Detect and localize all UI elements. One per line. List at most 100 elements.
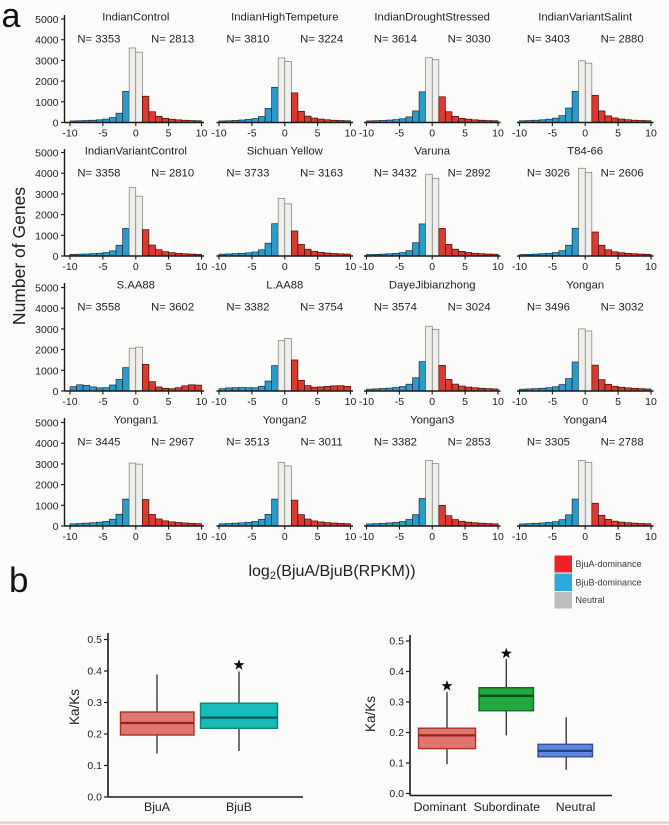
svg-text:-5: -5: [98, 396, 107, 408]
svg-text:IndianVariantControl: IndianVariantControl: [85, 146, 187, 158]
svg-text:3000: 3000: [35, 459, 59, 471]
svg-text:10: 10: [645, 396, 657, 408]
svg-text:10: 10: [492, 396, 504, 408]
svg-text:0: 0: [582, 128, 588, 140]
svg-text:N= 2813: N= 2813: [151, 34, 194, 46]
svg-text:N= 3011: N= 3011: [301, 437, 343, 449]
svg-text:0: 0: [429, 396, 435, 408]
svg-text:0: 0: [53, 118, 59, 130]
svg-text:10: 10: [345, 261, 357, 273]
svg-text:Varuna: Varuna: [414, 146, 450, 158]
svg-text:N= 2606: N= 2606: [601, 168, 644, 180]
svg-text:N= 2880: N= 2880: [601, 34, 644, 46]
svg-text:N= 3382: N= 3382: [374, 437, 417, 449]
svg-text:10: 10: [196, 128, 208, 140]
svg-text:1000: 1000: [35, 230, 59, 242]
svg-text:5000: 5000: [35, 148, 59, 160]
svg-text:Sichuan Yellow: Sichuan Yellow: [247, 146, 324, 158]
svg-text:0: 0: [282, 531, 288, 543]
svg-text:2000: 2000: [35, 345, 59, 357]
svg-text:N= 2853: N= 2853: [448, 437, 491, 449]
svg-text:Neutral: Neutral: [556, 800, 596, 814]
svg-text:Subordinate: Subordinate: [474, 800, 540, 814]
svg-text:3000: 3000: [35, 55, 59, 67]
svg-text:-10: -10: [211, 396, 226, 408]
svg-text:3000: 3000: [35, 324, 59, 336]
svg-text:5: 5: [462, 261, 468, 273]
svg-text:-5: -5: [247, 531, 256, 543]
svg-text:5: 5: [462, 128, 468, 140]
svg-text:5000: 5000: [35, 418, 59, 430]
svg-text:0: 0: [133, 531, 139, 543]
svg-text:BjuB: BjuB: [226, 800, 252, 814]
svg-text:4000: 4000: [35, 168, 59, 180]
svg-text:IndianDroughtStressed: IndianDroughtStressed: [374, 12, 490, 24]
svg-text:N= 3026: N= 3026: [527, 168, 570, 180]
svg-text:5: 5: [615, 261, 621, 273]
svg-text:0.5: 0.5: [389, 636, 404, 648]
svg-text:0: 0: [282, 261, 288, 273]
svg-text:N= 3163: N= 3163: [300, 168, 343, 180]
svg-text:5: 5: [315, 128, 321, 140]
svg-text:10: 10: [645, 531, 657, 543]
svg-text:0.2: 0.2: [87, 729, 102, 741]
svg-text:-10: -10: [62, 261, 77, 273]
svg-text:10: 10: [196, 531, 208, 543]
svg-text:5: 5: [166, 261, 172, 273]
svg-text:5: 5: [166, 396, 172, 408]
svg-text:-10: -10: [512, 531, 527, 543]
svg-text:0.3: 0.3: [87, 697, 102, 709]
svg-text:-10: -10: [62, 128, 77, 140]
svg-text:10: 10: [645, 128, 657, 140]
svg-text:5000: 5000: [35, 283, 59, 295]
svg-text:5: 5: [462, 531, 468, 543]
svg-text:-10: -10: [62, 531, 77, 543]
svg-text:10: 10: [345, 128, 357, 140]
svg-text:5: 5: [462, 396, 468, 408]
svg-text:0.3: 0.3: [389, 697, 404, 709]
svg-text:0: 0: [53, 386, 59, 398]
svg-text:-10: -10: [62, 396, 77, 408]
svg-text:Yongan2: Yongan2: [263, 415, 307, 427]
svg-text:0.1: 0.1: [87, 760, 102, 772]
svg-text:5: 5: [315, 531, 321, 543]
svg-text:N= 3403: N= 3403: [527, 34, 570, 46]
svg-text:Number of Genes: Number of Genes: [9, 187, 29, 325]
svg-text:-5: -5: [247, 396, 256, 408]
svg-text:N= 3432: N= 3432: [374, 168, 417, 180]
svg-text:1000: 1000: [35, 500, 59, 512]
svg-text:S.AA88: S.AA88: [117, 280, 155, 292]
svg-text:N= 3496: N= 3496: [527, 302, 570, 314]
svg-text:10: 10: [196, 261, 208, 273]
svg-text:-10: -10: [211, 531, 226, 543]
svg-text:IndianVariantSalint: IndianVariantSalint: [538, 12, 633, 24]
svg-text:N= 3602: N= 3602: [151, 302, 194, 314]
svg-text:0.1: 0.1: [389, 758, 404, 770]
svg-text:N= 3032: N= 3032: [601, 302, 644, 314]
svg-text:-5: -5: [548, 128, 557, 140]
svg-text:0: 0: [582, 531, 588, 543]
svg-text:-5: -5: [548, 396, 557, 408]
svg-text:Yongan4: Yongan4: [563, 415, 607, 427]
svg-text:-5: -5: [548, 531, 557, 543]
svg-text:N= 3558: N= 3558: [77, 302, 120, 314]
svg-text:0.4: 0.4: [87, 666, 102, 678]
svg-text:0: 0: [133, 261, 139, 273]
svg-text:0.4: 0.4: [389, 666, 404, 678]
svg-text:0: 0: [282, 396, 288, 408]
svg-text:0.0: 0.0: [389, 788, 404, 800]
svg-text:Yongan1: Yongan1: [114, 415, 158, 427]
svg-text:Ka/Ks: Ka/Ks: [67, 689, 82, 725]
svg-text:IndianHighTempeture: IndianHighTempeture: [231, 12, 338, 24]
svg-text:10: 10: [492, 261, 504, 273]
svg-text:10: 10: [492, 128, 504, 140]
svg-text:10: 10: [345, 531, 357, 543]
svg-text:0: 0: [429, 128, 435, 140]
svg-text:5: 5: [615, 128, 621, 140]
svg-text:-5: -5: [247, 128, 256, 140]
svg-text:N= 3614: N= 3614: [374, 34, 417, 46]
svg-text:5: 5: [166, 128, 172, 140]
svg-text:0: 0: [53, 251, 59, 263]
svg-text:Ka/Ks: Ka/Ks: [363, 696, 378, 732]
svg-text:N= 3358: N= 3358: [77, 168, 120, 180]
